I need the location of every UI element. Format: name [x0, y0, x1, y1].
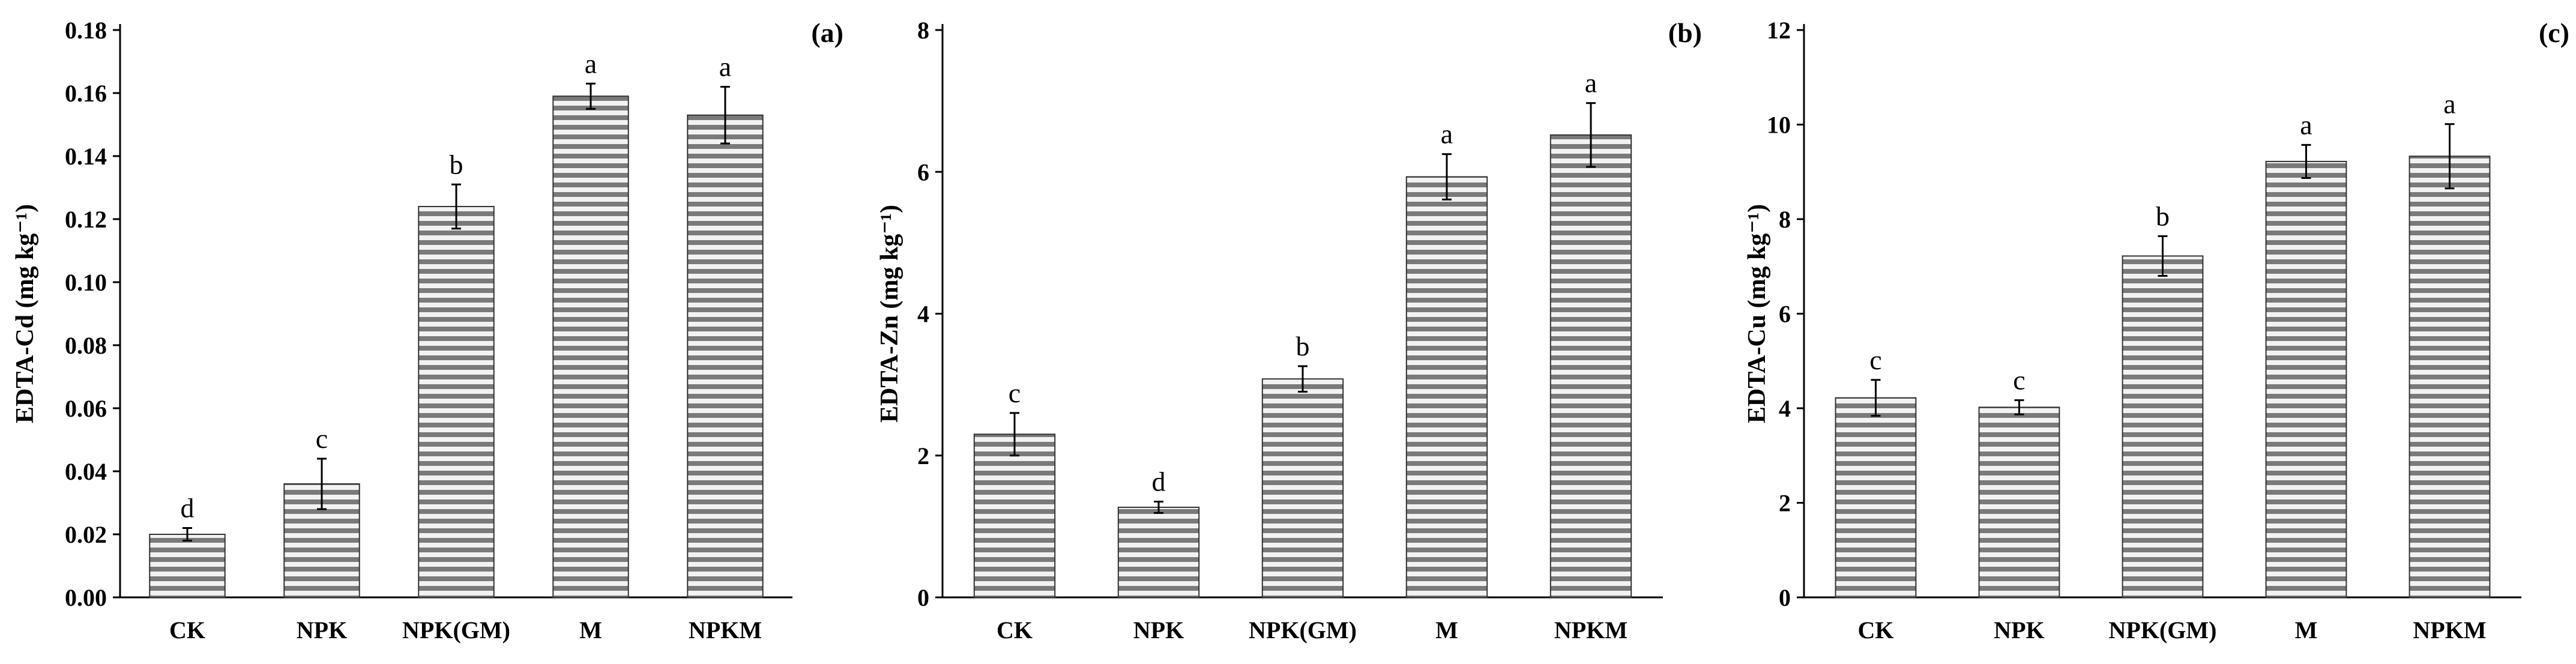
- y-tick-label: 10: [1767, 112, 1791, 139]
- significance-label: a: [2443, 89, 2455, 119]
- panel-b: 0 2 4 6 8 EDTA-Zn (mg kg⁻¹) (b) c CK d NPK b NPK(GM)…: [858, 0, 1717, 661]
- x-tick-label: NPK(GM): [2109, 617, 2217, 644]
- x-tick-label: M: [2295, 617, 2318, 644]
- bar: [1835, 397, 1917, 598]
- bar: [552, 95, 629, 598]
- significance-label: c: [316, 423, 328, 454]
- y-tick-label: 4: [1779, 395, 1791, 422]
- bar: [2122, 255, 2204, 598]
- y-tick-label: 2: [917, 442, 929, 469]
- panel-c: 0 2 4 6 8 10 12 EDTA-Cu (mg kg⁻¹) (c) c CK c NPK b NPK…: [1717, 0, 2576, 661]
- y-tick-label: 12: [1767, 17, 1791, 44]
- y-tick-label: 6: [917, 158, 929, 186]
- significance-label: b: [2156, 201, 2170, 231]
- y-tick-label: 0.18: [65, 17, 107, 44]
- bar: [2409, 155, 2491, 598]
- panel-tag: (b): [1668, 17, 1702, 48]
- x-tick-label: NPK: [1994, 617, 2044, 644]
- y-tick-label: 0.02: [65, 521, 107, 548]
- bar: [2265, 160, 2347, 598]
- significance-label: c: [1009, 378, 1021, 408]
- bar: [418, 206, 495, 598]
- x-tick-label: CK: [1858, 617, 1894, 644]
- y-axis-label: EDTA-Cd (mg kg⁻¹): [11, 204, 39, 423]
- y-tick-label: 0.16: [65, 80, 107, 107]
- y-tick-label: 0: [1779, 584, 1791, 611]
- bar: [1978, 406, 2060, 598]
- y-tick-label: 0.04: [65, 458, 107, 485]
- chart-svg: 0.00 0.02 0.04 0.06 0.08 0.10 0.12 0.14 0.16 0.18…: [11, 17, 843, 644]
- bar: [1117, 506, 1200, 599]
- significance-label: c: [2013, 365, 2025, 396]
- bar: [973, 433, 1056, 598]
- y-tick-label: 0: [917, 584, 929, 611]
- bar: [1549, 134, 1632, 598]
- y-tick-label: 4: [917, 301, 929, 328]
- y-axis-label: EDTA-Cu (mg kg⁻¹): [1743, 204, 1771, 423]
- x-tick-label: M: [1435, 617, 1458, 644]
- significance-label: a: [1585, 68, 1597, 98]
- chart-svg: 0 2 4 6 8 EDTA-Zn (mg kg⁻¹) (b) c CK d NPK b NPK(GM)…: [876, 17, 1702, 644]
- significance-label: d: [1152, 466, 1166, 497]
- significance-label: a: [585, 48, 597, 79]
- significance-label: c: [1869, 345, 1881, 375]
- y-tick-label: 0.06: [65, 395, 107, 422]
- x-tick-label: M: [579, 617, 602, 644]
- panel-tag: (a): [811, 17, 843, 48]
- y-tick-label: 8: [1779, 206, 1791, 233]
- bar: [1405, 176, 1488, 598]
- bar: [687, 114, 764, 598]
- significance-label: a: [719, 52, 731, 82]
- bar: [1261, 378, 1344, 598]
- y-tick-label: 6: [1779, 301, 1791, 328]
- y-tick-label: 0.10: [65, 269, 107, 296]
- x-tick-label: NPKM: [2413, 617, 2486, 644]
- x-tick-label: CK: [169, 617, 205, 644]
- significance-label: b: [450, 149, 463, 180]
- significance-label: d: [181, 493, 195, 524]
- y-tick-label: 0.08: [65, 332, 107, 359]
- x-tick-label: NPK(GM): [402, 617, 510, 644]
- y-tick-label: 0.14: [65, 143, 107, 170]
- y-tick-label: 2: [1779, 490, 1791, 517]
- y-tick-label: 0.12: [65, 206, 107, 233]
- significance-label: a: [2300, 109, 2312, 140]
- x-tick-label: NPK: [297, 617, 347, 644]
- x-tick-label: NPK(GM): [1249, 617, 1357, 644]
- x-tick-label: NPKM: [1554, 617, 1627, 644]
- x-tick-label: CK: [997, 617, 1033, 644]
- significance-label: a: [1441, 119, 1453, 149]
- y-tick-label: 8: [917, 17, 929, 44]
- panel-a: 0.00 0.02 0.04 0.06 0.08 0.10 0.12 0.14 0.16 0.18…: [0, 0, 858, 661]
- x-tick-label: NPKM: [689, 617, 762, 644]
- significance-label: b: [1296, 331, 1310, 361]
- bar: [149, 534, 226, 598]
- chart-svg: 0 2 4 6 8 10 12 EDTA-Cu (mg kg⁻¹) (c) c CK c NPK b NPK…: [1743, 17, 2569, 644]
- x-tick-label: NPK: [1133, 617, 1184, 644]
- y-axis-label: EDTA-Zn (mg kg⁻¹): [876, 205, 903, 423]
- panel-tag: (c): [2539, 17, 2569, 48]
- y-tick-label: 0.00: [65, 584, 107, 611]
